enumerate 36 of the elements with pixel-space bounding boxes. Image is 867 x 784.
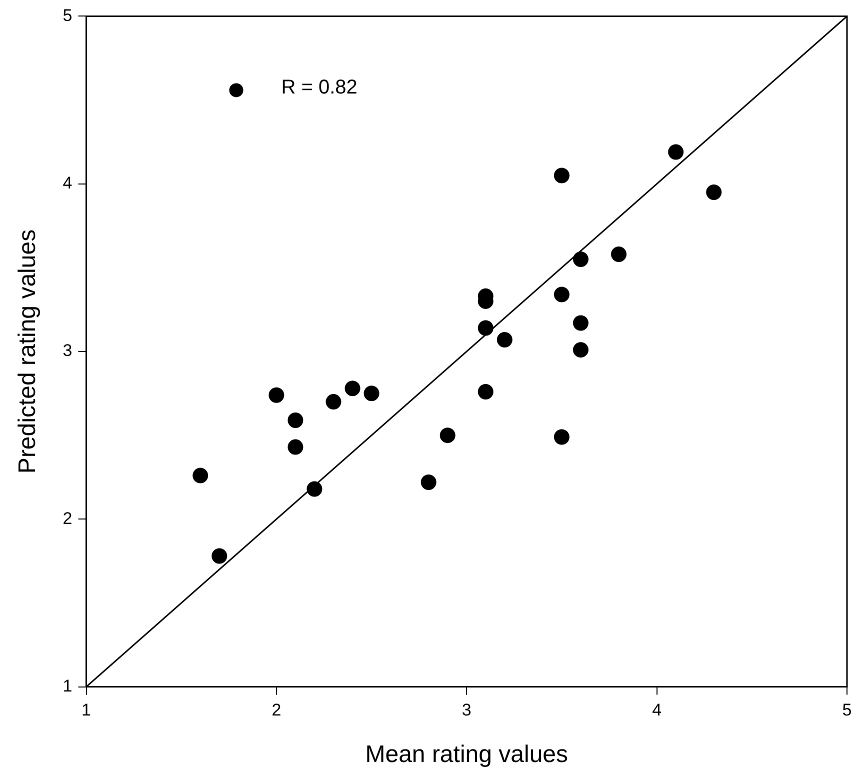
point <box>572 315 588 331</box>
point <box>706 184 722 200</box>
y-tick-label: 3 <box>62 341 72 360</box>
point <box>572 252 588 268</box>
x-tick-label: 1 <box>82 700 91 720</box>
legend-label: R = 0.82 <box>281 76 358 99</box>
point <box>288 439 304 455</box>
point <box>212 548 228 564</box>
point <box>268 387 284 403</box>
x-tick-label: 5 <box>842 700 852 720</box>
x-tick-label: 4 <box>652 700 662 720</box>
point <box>478 384 494 400</box>
x-tick-label: 3 <box>462 700 472 720</box>
point <box>440 428 456 444</box>
point <box>572 342 588 358</box>
point <box>611 246 627 262</box>
point <box>668 144 684 160</box>
y-tick-label: 2 <box>62 508 72 528</box>
point <box>192 468 208 484</box>
point <box>364 386 380 402</box>
point <box>496 332 512 348</box>
y-tick-label: 4 <box>62 174 72 193</box>
point <box>554 286 570 302</box>
y-tick-label: 1 <box>62 676 72 696</box>
x-axis-title: Mean rating values <box>365 741 568 768</box>
point <box>344 380 360 396</box>
point <box>478 320 494 336</box>
point <box>554 168 570 184</box>
point <box>420 474 436 490</box>
y-tick-label: 5 <box>62 6 72 25</box>
x-tick-label: 2 <box>272 700 282 720</box>
point <box>326 394 342 410</box>
point <box>306 481 322 497</box>
point <box>288 412 304 428</box>
y-axis-title: Predicted rating values <box>14 229 42 474</box>
point <box>554 429 570 445</box>
